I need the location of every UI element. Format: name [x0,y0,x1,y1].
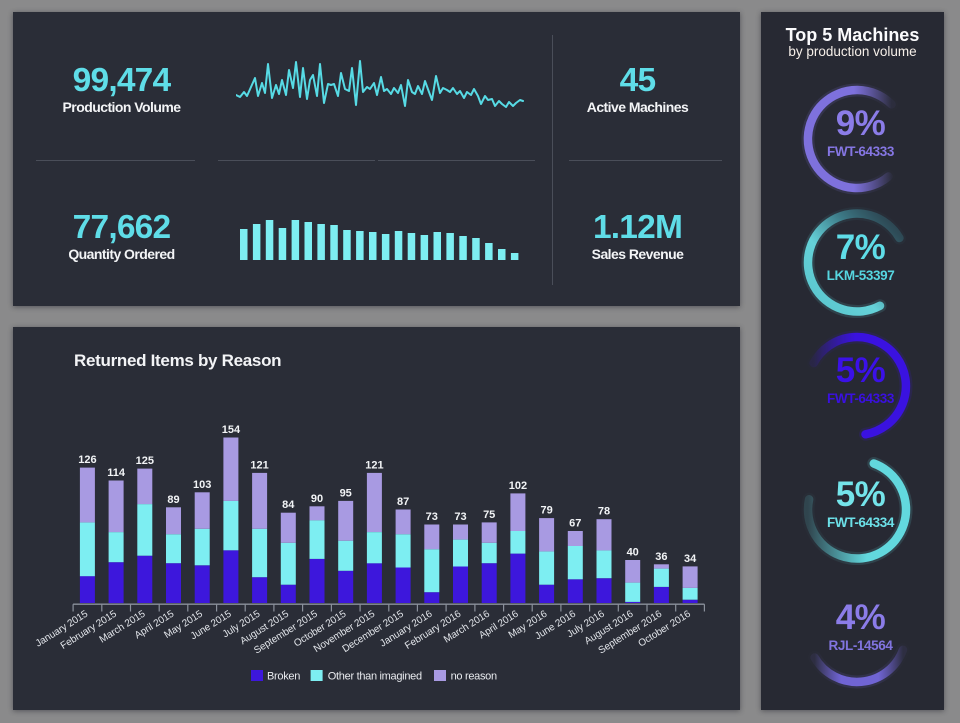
svg-text:73: 73 [454,511,466,523]
svg-text:95: 95 [340,487,352,499]
svg-text:Other than imagined: Other than imagined [328,671,422,683]
svg-text:121: 121 [250,459,268,471]
svg-text:Broken: Broken [267,671,300,683]
svg-text:103: 103 [193,479,211,491]
svg-text:87: 87 [397,496,409,508]
svg-text:75: 75 [483,509,495,521]
svg-text:89: 89 [167,494,179,506]
svg-text:114: 114 [107,467,126,479]
svg-text:125: 125 [136,455,154,467]
svg-text:40: 40 [627,547,639,559]
svg-text:84: 84 [282,499,295,511]
svg-text:90: 90 [311,493,323,505]
svg-text:126: 126 [78,454,96,466]
svg-text:79: 79 [540,505,552,517]
svg-text:78: 78 [598,506,610,518]
svg-text:73: 73 [426,511,438,523]
svg-text:154: 154 [222,424,241,436]
svg-text:102: 102 [509,480,527,492]
svg-text:67: 67 [569,518,581,530]
svg-text:34: 34 [684,553,697,565]
svg-text:no reason: no reason [451,671,497,683]
svg-text:121: 121 [365,459,383,471]
svg-text:36: 36 [655,551,667,563]
